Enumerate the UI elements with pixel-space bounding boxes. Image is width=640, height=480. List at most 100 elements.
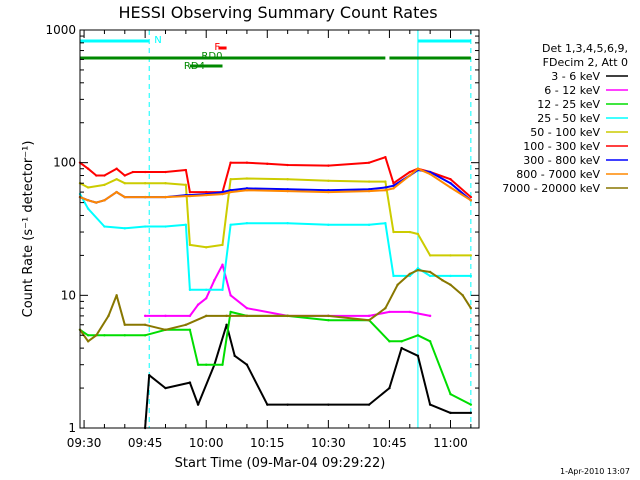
legend-entry-label: 300 - 800 keV — [523, 154, 600, 167]
legend-entry-label: 25 - 50 keV — [537, 112, 600, 125]
data-point — [416, 354, 420, 358]
legend-header: Det 1,3,4,5,6,9, — [542, 42, 628, 55]
plot-frame — [79, 29, 480, 429]
data-point — [143, 170, 147, 174]
data-point — [449, 274, 452, 278]
data-point — [205, 246, 208, 249]
data-point — [95, 174, 98, 177]
data-point — [416, 268, 420, 272]
series-line — [79, 193, 471, 291]
data-point — [392, 230, 395, 234]
x-tick-label: 11:00 — [433, 436, 468, 450]
rd0-label: RD0 — [201, 51, 222, 62]
data-point — [221, 190, 224, 194]
data-point — [286, 188, 289, 191]
chart-title: HESSI Observing Summary Count Rates — [118, 3, 437, 22]
data-point — [148, 374, 151, 377]
data-point — [164, 170, 167, 174]
data-point — [367, 314, 371, 318]
data-point — [367, 223, 371, 227]
data-point — [441, 279, 444, 282]
data-point — [225, 314, 228, 318]
data-point — [245, 314, 249, 318]
legend-entry-label: 12 - 25 keV — [537, 98, 600, 111]
footer-timestamp: 1-Apr-2010 13:07 — [560, 467, 630, 476]
data-point — [86, 186, 90, 189]
night-label: N — [154, 35, 161, 46]
data-point — [266, 403, 269, 406]
data-point — [184, 323, 188, 326]
data-point — [188, 314, 192, 318]
data-point — [123, 174, 126, 177]
data-point — [143, 195, 147, 199]
data-point — [188, 328, 192, 331]
flare-label: F — [214, 42, 220, 53]
data-point — [416, 334, 420, 337]
data-point — [86, 334, 90, 337]
data-point — [245, 363, 249, 366]
data-point — [221, 363, 224, 366]
x-tick-label: 10:15 — [250, 436, 285, 450]
data-point — [396, 283, 399, 287]
data-point — [229, 223, 232, 227]
data-point — [428, 403, 432, 406]
data-point — [388, 386, 391, 390]
data-point — [428, 340, 432, 343]
x-tick-label: 09:30 — [67, 436, 102, 450]
data-point — [184, 168, 188, 172]
data-point — [245, 221, 249, 225]
data-point — [286, 403, 289, 406]
data-point — [103, 334, 106, 337]
data-point — [229, 190, 232, 194]
data-point — [245, 306, 249, 310]
data-point — [367, 180, 371, 183]
data-point — [428, 254, 432, 257]
data-point — [449, 186, 452, 189]
data-point — [367, 403, 371, 406]
data-point — [388, 310, 391, 314]
data-point — [245, 161, 249, 164]
data-point — [184, 223, 188, 227]
data-point — [184, 194, 188, 198]
data-point — [392, 274, 395, 278]
data-point — [266, 162, 269, 166]
series-line — [79, 310, 472, 406]
data-point — [188, 194, 192, 198]
data-point — [367, 189, 371, 193]
series-line — [144, 323, 471, 429]
data-point — [469, 199, 473, 202]
data-point — [384, 180, 387, 183]
data-point — [286, 189, 289, 193]
data-point — [205, 190, 208, 194]
data-point — [367, 318, 371, 322]
data-point — [245, 177, 249, 180]
data-point — [123, 195, 126, 199]
data-point — [221, 243, 224, 247]
data-point — [245, 187, 249, 190]
data-point — [327, 179, 330, 182]
data-point — [221, 192, 224, 196]
data-point — [164, 195, 167, 199]
data-point — [221, 263, 224, 266]
data-point — [327, 190, 330, 194]
data-point — [416, 267, 420, 270]
data-point — [143, 323, 147, 326]
data-point — [327, 314, 330, 318]
data-point — [115, 190, 118, 194]
data-point — [400, 340, 403, 343]
data-point — [205, 363, 208, 366]
data-point — [86, 340, 90, 343]
data-point — [188, 243, 192, 247]
legend-entry-label: 800 - 7000 keV — [516, 168, 600, 181]
data-point — [449, 178, 452, 181]
data-point — [392, 187, 395, 190]
data-point — [392, 184, 395, 187]
data-point — [184, 183, 188, 187]
data-point — [384, 221, 387, 225]
legend-entry-label: 100 - 300 keV — [523, 140, 600, 153]
data-point — [95, 201, 98, 204]
legend-entry-label: 3 - 6 keV — [551, 70, 600, 83]
data-point — [86, 167, 90, 170]
data-point — [103, 174, 106, 177]
